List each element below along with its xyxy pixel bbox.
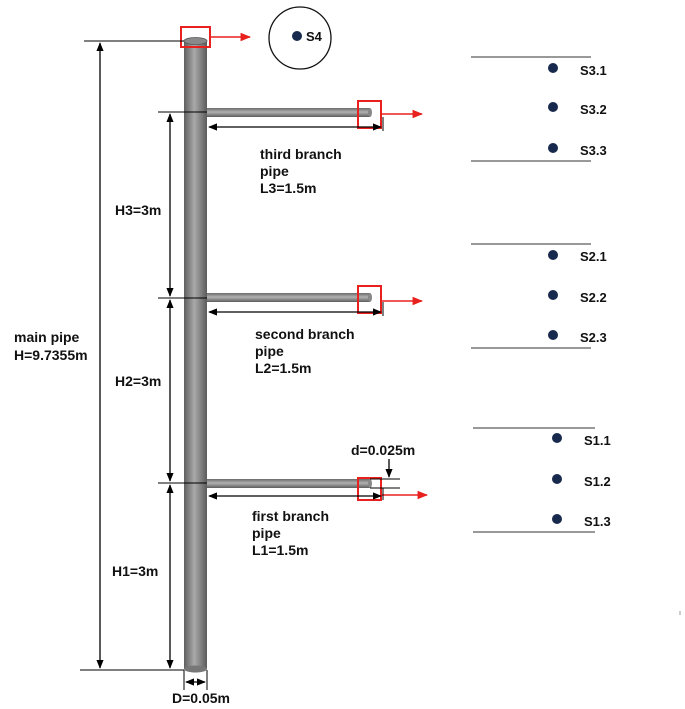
sensor-group-1: S1.1 S1.2 S1.3	[473, 427, 611, 533]
sensor-s2-2-dot	[548, 290, 558, 300]
first-branch-length-label: L1=1.5m	[252, 542, 308, 558]
sensor-s2-3-label: S2.3	[580, 330, 607, 345]
sensor-s2-3-dot	[548, 330, 558, 340]
second-branch-length-label: L2=1.5m	[255, 360, 311, 376]
sensor-s3-1-dot	[548, 63, 558, 73]
sensor-group-3: S3.1 S3.2 S3.3	[471, 56, 607, 162]
second-branch-label-line2: pipe	[255, 343, 284, 359]
first-branch-pipe	[207, 479, 372, 488]
sensor-s1-1-label: S1.1	[584, 433, 611, 448]
sensor-s1-3-dot	[552, 514, 562, 524]
sensor-s1-1-dot	[552, 433, 562, 443]
sensor-s3-3-label: S3.3	[580, 143, 607, 158]
third-branch-length-label: L3=1.5m	[260, 180, 316, 196]
sensor-s1-3-label: S1.3	[584, 514, 611, 529]
first-branch-outlet-marker	[357, 477, 429, 501]
main-pipe-outlet-marker	[180, 26, 252, 48]
sensor-s2-1-dot	[548, 250, 558, 260]
branch-length-dimensions	[208, 117, 384, 500]
first-branch-label: first branch	[252, 508, 329, 524]
branch-diameter-dimension	[370, 459, 400, 489]
branch-diameter-label: d=0.025m	[351, 442, 415, 458]
sensor-s3-1-label: S3.1	[580, 63, 607, 78]
main-pipe	[183, 37, 208, 673]
main-pipe-height-label: H=9.7355m	[14, 347, 88, 363]
sensor-s3-2-label: S3.2	[580, 102, 607, 117]
h3-label: H3=3m	[115, 202, 161, 218]
third-branch-label-line2: pipe	[260, 163, 289, 179]
sensor-s4: S4	[268, 6, 332, 70]
main-pipe-diameter-dimension	[183, 670, 208, 690]
sensor-s4-label: S4	[306, 29, 323, 44]
third-branch-pipe	[207, 108, 372, 117]
sensor-s2-1-label: S2.1	[580, 249, 607, 264]
first-branch-label-line2: pipe	[252, 525, 281, 541]
main-pipe-label: main pipe	[14, 329, 80, 345]
main-pipe-height-dimension	[80, 40, 184, 671]
sensor-s2-2-label: S2.2	[580, 290, 607, 305]
second-branch-pipe	[207, 293, 372, 302]
second-branch-label: second branch	[255, 326, 355, 342]
third-branch-label: third branch	[260, 146, 342, 162]
sensor-s1-2-label: S1.2	[584, 474, 611, 489]
segment-height-dimensions	[158, 111, 207, 669]
sensor-group-2: S2.1 S2.2 S2.3	[471, 243, 607, 349]
sensor-s1-2-dot	[552, 474, 562, 484]
h1-label: H1=3m	[112, 563, 158, 579]
main-pipe-diameter-label: D=0.05m	[172, 690, 230, 706]
h2-label: H2=3m	[115, 373, 161, 389]
sensor-s3-2-dot	[548, 102, 558, 112]
sensor-s3-3-dot	[548, 143, 558, 153]
